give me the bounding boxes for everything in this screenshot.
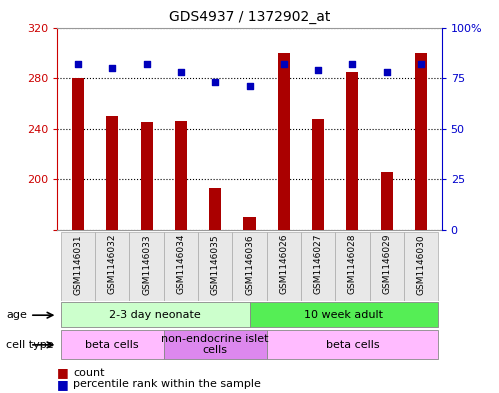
Bar — [266, 232, 301, 301]
Bar — [129, 232, 164, 301]
Text: GDS4937 / 1372902_at: GDS4937 / 1372902_at — [169, 10, 330, 24]
Point — [211, 79, 219, 85]
Text: GSM1146032: GSM1146032 — [108, 234, 117, 294]
Bar — [415, 53, 427, 230]
Text: GSM1146033: GSM1146033 — [142, 234, 151, 295]
Text: beta cells: beta cells — [326, 340, 379, 350]
Text: count: count — [73, 367, 105, 378]
Text: GSM1146026: GSM1146026 — [279, 234, 288, 294]
Bar — [164, 232, 198, 301]
Point — [108, 65, 116, 71]
Bar — [250, 302, 438, 327]
Bar — [61, 232, 95, 301]
Text: GSM1146027: GSM1146027 — [313, 234, 323, 294]
Bar — [244, 217, 255, 230]
Bar — [370, 232, 404, 301]
Bar — [278, 53, 290, 230]
Bar — [164, 330, 266, 360]
Bar — [61, 302, 250, 327]
Point — [280, 61, 288, 67]
Text: GSM1146029: GSM1146029 — [382, 234, 391, 294]
Bar — [198, 232, 233, 301]
Text: cell type: cell type — [6, 340, 53, 350]
Point — [314, 67, 322, 73]
Text: ■: ■ — [57, 366, 73, 379]
Bar — [233, 232, 266, 301]
Text: GSM1146034: GSM1146034 — [176, 234, 186, 294]
Bar — [266, 330, 438, 360]
Text: GSM1146028: GSM1146028 — [348, 234, 357, 294]
Bar — [381, 172, 393, 230]
Text: GSM1146036: GSM1146036 — [245, 234, 254, 295]
Bar — [106, 116, 118, 230]
Point — [246, 83, 253, 89]
Text: percentile rank within the sample: percentile rank within the sample — [73, 379, 261, 389]
Bar — [346, 72, 358, 230]
Text: GSM1146030: GSM1146030 — [417, 234, 426, 295]
Text: GSM1146035: GSM1146035 — [211, 234, 220, 295]
Point — [177, 69, 185, 75]
Point — [74, 61, 82, 67]
Point — [143, 61, 151, 67]
Bar — [95, 232, 129, 301]
Bar — [61, 330, 164, 360]
Bar — [312, 119, 324, 230]
Text: non-endocrine islet
cells: non-endocrine islet cells — [162, 334, 269, 355]
Bar — [335, 232, 370, 301]
Text: age: age — [6, 310, 27, 320]
Text: beta cells: beta cells — [85, 340, 139, 350]
Bar — [141, 122, 153, 230]
Bar — [404, 232, 438, 301]
Text: 10 week adult: 10 week adult — [304, 310, 383, 320]
Text: 2-3 day neonate: 2-3 day neonate — [109, 310, 201, 320]
Text: GSM1146031: GSM1146031 — [73, 234, 82, 295]
Text: ■: ■ — [57, 378, 73, 391]
Bar — [301, 232, 335, 301]
Point — [383, 69, 391, 75]
Bar — [175, 121, 187, 230]
Point — [348, 61, 356, 67]
Bar — [72, 78, 84, 230]
Bar — [209, 188, 221, 230]
Point — [417, 61, 425, 67]
